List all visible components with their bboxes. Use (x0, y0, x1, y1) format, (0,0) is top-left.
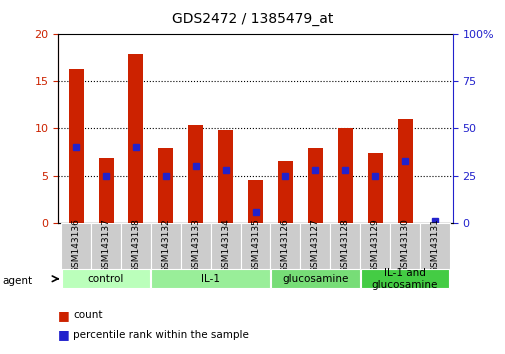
FancyBboxPatch shape (91, 223, 121, 269)
Bar (188, 125, 203, 223)
Text: ■: ■ (58, 309, 70, 321)
Text: GSM143138: GSM143138 (131, 218, 140, 274)
Text: GSM143130: GSM143130 (400, 218, 409, 274)
FancyBboxPatch shape (419, 223, 449, 269)
FancyBboxPatch shape (151, 269, 269, 288)
Text: GSM143134: GSM143134 (221, 219, 230, 273)
Bar (128, 55, 143, 223)
Bar (307, 148, 322, 223)
Text: ■: ■ (58, 328, 70, 341)
FancyBboxPatch shape (300, 223, 330, 269)
FancyBboxPatch shape (389, 223, 419, 269)
Bar (218, 130, 233, 223)
FancyBboxPatch shape (150, 223, 180, 269)
Text: GSM143135: GSM143135 (250, 218, 260, 274)
Bar (397, 119, 412, 223)
FancyBboxPatch shape (180, 223, 210, 269)
FancyBboxPatch shape (240, 223, 270, 269)
FancyBboxPatch shape (330, 223, 360, 269)
Text: agent: agent (3, 276, 33, 286)
FancyBboxPatch shape (270, 223, 300, 269)
FancyBboxPatch shape (210, 223, 240, 269)
Text: GSM143126: GSM143126 (280, 219, 289, 273)
FancyBboxPatch shape (360, 269, 448, 288)
Text: percentile rank within the sample: percentile rank within the sample (73, 330, 249, 339)
Text: GSM143136: GSM143136 (72, 218, 80, 274)
Text: GSM143137: GSM143137 (102, 218, 110, 274)
FancyBboxPatch shape (360, 223, 389, 269)
Text: IL-1 and
glucosamine: IL-1 and glucosamine (371, 268, 437, 290)
Text: GSM143127: GSM143127 (310, 219, 319, 273)
Bar (69, 69, 83, 223)
Text: IL-1: IL-1 (201, 274, 220, 284)
FancyBboxPatch shape (62, 269, 150, 288)
Text: GSM143131: GSM143131 (430, 218, 438, 274)
Text: GSM143133: GSM143133 (191, 218, 200, 274)
FancyBboxPatch shape (271, 269, 359, 288)
Bar (277, 161, 292, 223)
Bar (247, 181, 263, 223)
Text: GSM143132: GSM143132 (161, 219, 170, 273)
Text: GSM143129: GSM143129 (370, 219, 379, 273)
Text: GSM143128: GSM143128 (340, 219, 349, 273)
Text: GDS2472 / 1385479_at: GDS2472 / 1385479_at (172, 12, 333, 27)
Text: count: count (73, 310, 103, 320)
Bar (98, 158, 113, 223)
Text: control: control (88, 274, 124, 284)
Text: glucosamine: glucosamine (282, 274, 348, 284)
Bar (367, 153, 382, 223)
FancyBboxPatch shape (121, 223, 150, 269)
Bar (337, 128, 352, 223)
Bar (158, 148, 173, 223)
FancyBboxPatch shape (61, 223, 91, 269)
